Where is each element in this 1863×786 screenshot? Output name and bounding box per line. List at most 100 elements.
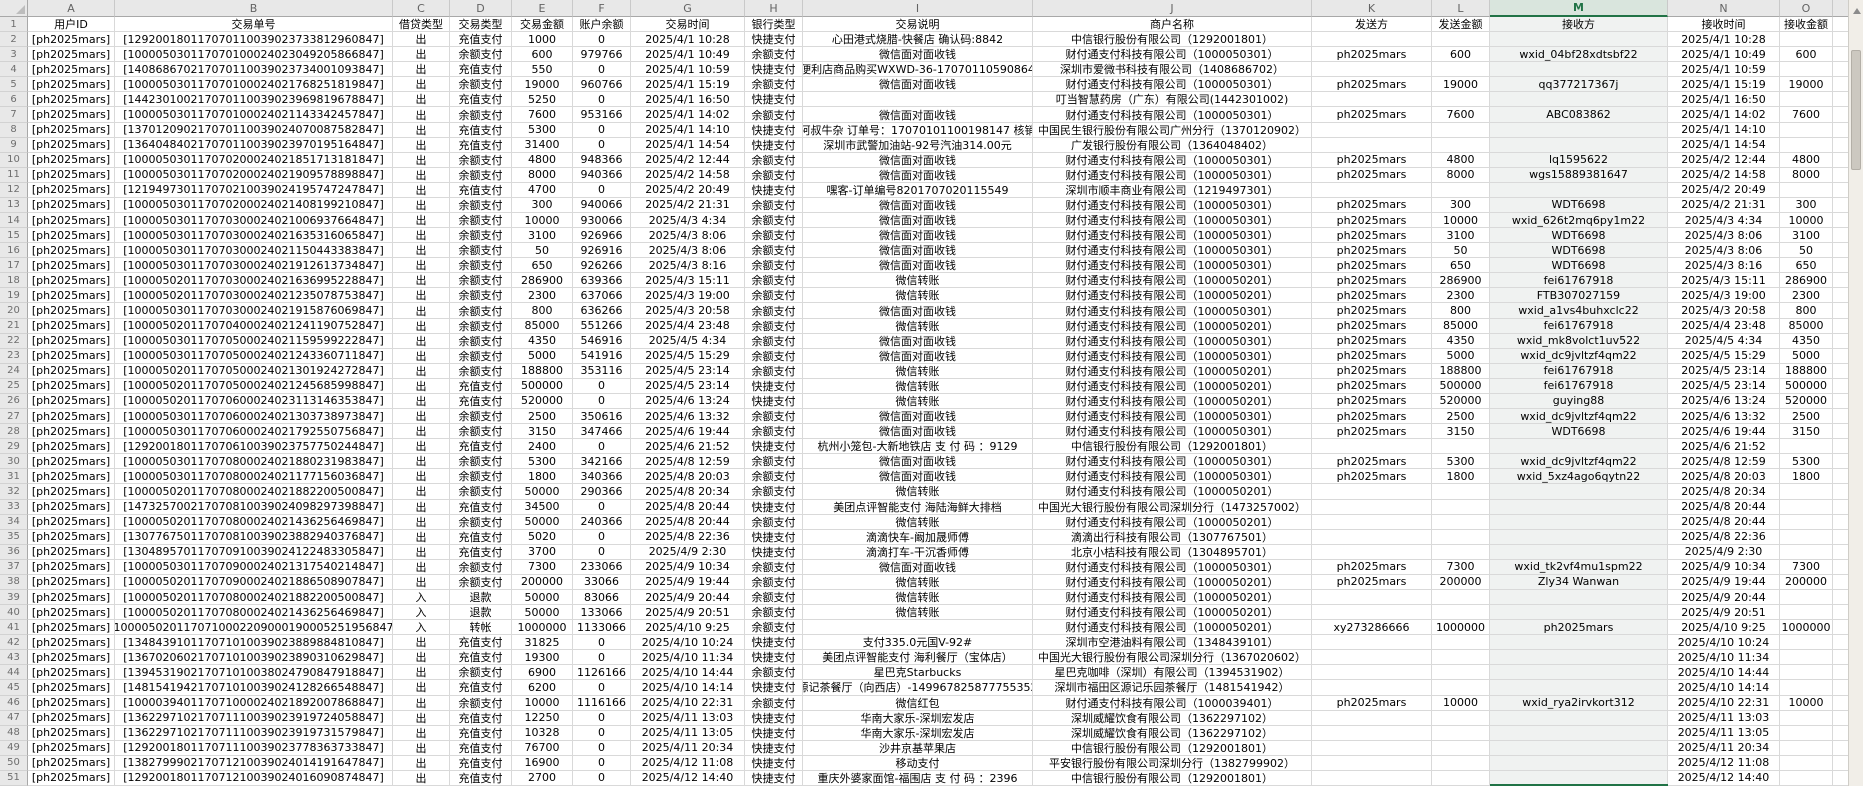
- cell[interactable]: 余额支付: [745, 243, 803, 259]
- cell[interactable]: 500000: [1432, 378, 1490, 394]
- cell[interactable]: [100003940117071000024021892007868847]: [115, 695, 393, 711]
- cell[interactable]: 7600: [512, 107, 573, 123]
- cell[interactable]: 286900: [1780, 273, 1833, 289]
- cell[interactable]: ph2025mars: [1312, 333, 1432, 349]
- vertical-scrollbar[interactable]: [1848, 0, 1863, 786]
- cell[interactable]: 余额支付: [450, 47, 512, 63]
- cell[interactable]: 充值支付: [450, 378, 512, 394]
- cell[interactable]: 7300: [1432, 559, 1490, 575]
- cell[interactable]: 充值支付: [450, 182, 512, 198]
- cell[interactable]: 0: [573, 680, 631, 696]
- cell[interactable]: [ph2025mars]: [28, 393, 115, 410]
- cell[interactable]: [136229710217071110039023919731579847]: [115, 725, 393, 741]
- cell[interactable]: 余额支付: [745, 258, 803, 274]
- row-number[interactable]: 49: [0, 740, 28, 756]
- row-number[interactable]: 37: [0, 559, 28, 575]
- cell[interactable]: 2025/4/8 22:36: [631, 529, 745, 545]
- cell[interactable]: 充值支付: [450, 650, 512, 666]
- cell[interactable]: 2025/4/11 13:05: [1668, 725, 1780, 741]
- cell[interactable]: 2025/4/6 21:52: [631, 439, 745, 455]
- cell[interactable]: [1490, 740, 1668, 756]
- cell[interactable]: 财付通支付科技有限公司（1000050201）: [1033, 484, 1312, 500]
- cell[interactable]: 出: [393, 182, 450, 198]
- cell[interactable]: 余额支付: [745, 167, 803, 183]
- cell[interactable]: 1800: [512, 469, 573, 485]
- cell[interactable]: [1432, 92, 1490, 108]
- column-header-E[interactable]: E: [512, 0, 573, 17]
- cell[interactable]: ph2025mars: [1312, 258, 1432, 274]
- cell[interactable]: 2025/4/10 22:31: [1668, 695, 1780, 711]
- cell[interactable]: [ph2025mars]: [28, 665, 115, 681]
- cell[interactable]: 600: [1780, 47, 1833, 63]
- row-number[interactable]: 2: [0, 32, 28, 48]
- cell[interactable]: 2025/4/3 19:00: [631, 288, 745, 304]
- cell[interactable]: 10000: [512, 695, 573, 711]
- cell[interactable]: 2025/4/9 20:44: [1668, 589, 1780, 606]
- cell[interactable]: 2025/4/1 15:19: [1668, 77, 1780, 93]
- cell[interactable]: [1432, 710, 1490, 726]
- cell[interactable]: [148154194217071010039024128266548847]: [115, 680, 393, 696]
- cell[interactable]: 余额支付: [745, 333, 803, 349]
- cell[interactable]: [100005030117070200024021408199210847]: [115, 197, 393, 214]
- cell[interactable]: 200000: [512, 574, 573, 590]
- cell[interactable]: 财付通支付科技有限公司（1000050301）: [1033, 333, 1312, 349]
- cell[interactable]: 余额支付: [745, 303, 803, 319]
- cell[interactable]: [140868670217070110039023734001093847]: [115, 62, 393, 78]
- cell[interactable]: 余额支付: [450, 197, 512, 214]
- cell[interactable]: 960766: [573, 77, 631, 93]
- cell[interactable]: 出: [393, 635, 450, 651]
- row-number[interactable]: 44: [0, 665, 28, 681]
- cell[interactable]: [100005030117070300024021912613734847]: [115, 258, 393, 274]
- cell[interactable]: [1312, 635, 1432, 651]
- cell[interactable]: 财付通支付科技有限公司（1000050201）: [1033, 605, 1312, 621]
- cell[interactable]: [1312, 137, 1432, 153]
- row-number[interactable]: 40: [0, 605, 28, 621]
- cell[interactable]: 3100: [1432, 228, 1490, 244]
- cell[interactable]: ph2025mars: [1312, 348, 1432, 364]
- cell[interactable]: 微信转账: [803, 605, 1033, 621]
- cell[interactable]: [100005030117070100024021143342457847]: [115, 107, 393, 123]
- column-header-I[interactable]: I: [803, 0, 1033, 17]
- cell[interactable]: 微信转账: [803, 574, 1033, 590]
- cell[interactable]: 0: [573, 725, 631, 741]
- cell[interactable]: 2025/4/5 23:14: [631, 363, 745, 379]
- cell[interactable]: [1312, 529, 1432, 545]
- cell[interactable]: 2025/4/2 21:31: [631, 197, 745, 214]
- cell[interactable]: [ph2025mars]: [28, 213, 115, 229]
- cell[interactable]: 余额支付: [450, 574, 512, 590]
- cell[interactable]: 1126166: [573, 665, 631, 681]
- column-title-cell[interactable]: 借贷类型: [393, 17, 450, 33]
- cell[interactable]: ph2025mars: [1312, 213, 1432, 229]
- cell[interactable]: [1490, 635, 1668, 651]
- cell[interactable]: 出: [393, 47, 450, 63]
- cell[interactable]: 北京小桔科技有限公司（1304895701）: [1033, 544, 1312, 560]
- cell[interactable]: 嘿客-订单编号8201707020115549: [803, 182, 1033, 198]
- cell[interactable]: 1800: [1780, 469, 1833, 485]
- cell[interactable]: 2025/4/12 11:08: [631, 755, 745, 771]
- cell[interactable]: [144230100217070110039023969819678847]: [115, 92, 393, 108]
- cell[interactable]: [1432, 137, 1490, 153]
- cell[interactable]: wxid_tk2vf4mu1spm22: [1490, 559, 1668, 575]
- cell[interactable]: 2025/4/3 8:06: [631, 243, 745, 259]
- cell[interactable]: 出: [393, 137, 450, 153]
- cell[interactable]: [ph2025mars]: [28, 589, 115, 606]
- cell[interactable]: 余额支付: [745, 288, 803, 304]
- cell[interactable]: 4350: [512, 333, 573, 349]
- cell[interactable]: 出: [393, 439, 450, 455]
- cell[interactable]: 33066: [573, 574, 631, 590]
- cell[interactable]: 16900: [512, 755, 573, 771]
- cell[interactable]: 中信银行股份有限公司（1292001801）: [1033, 770, 1312, 786]
- cell[interactable]: 充值支付: [450, 62, 512, 78]
- cell[interactable]: wgs15889381647: [1490, 167, 1668, 183]
- row-number[interactable]: 43: [0, 650, 28, 666]
- row-number[interactable]: 22: [0, 333, 28, 349]
- cell[interactable]: 财付通支付科技有限公司（1000050201）: [1033, 378, 1312, 394]
- cell[interactable]: ph2025mars: [1312, 318, 1432, 334]
- cell[interactable]: 2025/4/5 23:14: [631, 378, 745, 394]
- cell[interactable]: 2025/4/10 14:44: [631, 665, 745, 681]
- cell[interactable]: 财付通支付科技有限公司（1000050301）: [1033, 77, 1312, 93]
- cell[interactable]: [ph2025mars]: [28, 62, 115, 78]
- cell[interactable]: 财付通支付科技有限公司（1000050301）: [1033, 243, 1312, 259]
- cell[interactable]: 星巴克Starbucks: [803, 665, 1033, 681]
- cell[interactable]: [1312, 484, 1432, 500]
